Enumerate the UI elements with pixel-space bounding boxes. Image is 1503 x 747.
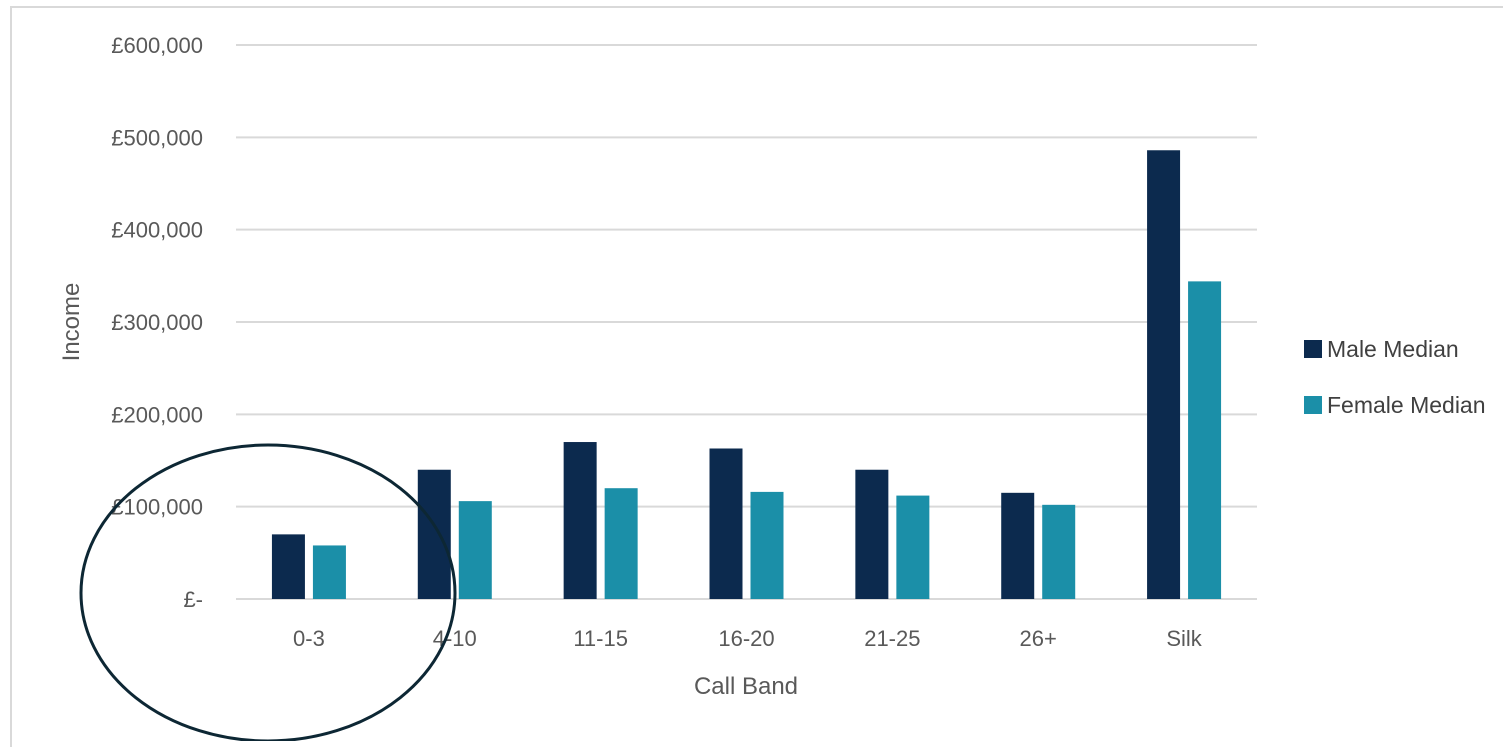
y-tick-label: £- xyxy=(183,587,203,612)
y-tick-labels: £- £100,000 £200,000 £300,000 £400,000 £500,0… xyxy=(111,33,203,612)
x-axis-title: Call Band xyxy=(694,673,798,700)
y-tick-label: £300,000 xyxy=(111,310,203,335)
bar-male-median xyxy=(563,442,597,599)
x-tick-labels: 0-3 4-10 11-15 16-20 21-25 26+ Silk xyxy=(293,626,1203,651)
x-tick-label: 21-25 xyxy=(864,626,920,651)
bar-female-median xyxy=(458,501,492,599)
bars xyxy=(271,150,1222,599)
highlight-ellipse xyxy=(79,443,457,741)
x-tick-label: 11-15 xyxy=(573,626,628,651)
y-axis-title: Income xyxy=(58,283,85,362)
x-tick-label: 4-10 xyxy=(433,626,477,651)
x-tick-label: Silk xyxy=(1166,626,1202,651)
bar-male-median xyxy=(1001,492,1035,599)
y-tick-label: £100,000 xyxy=(111,495,203,520)
bar-male-median xyxy=(855,469,889,599)
grid-lines xyxy=(236,44,1257,600)
x-tick-label: 26+ xyxy=(1020,626,1057,651)
legend-label: Male Median xyxy=(1327,336,1459,362)
legend-label: Female Median xyxy=(1327,392,1486,418)
bar-female-median xyxy=(1188,281,1222,599)
legend-swatch xyxy=(1304,340,1322,358)
y-tick-label: £400,000 xyxy=(111,218,203,243)
chart-frame xyxy=(10,6,1503,747)
bar-male-median xyxy=(271,534,305,599)
y-tick-label: £200,000 xyxy=(111,402,203,427)
bar-female-median xyxy=(1042,504,1076,599)
bar-female-median xyxy=(604,488,638,599)
bar-male-median xyxy=(709,448,743,599)
x-tick-label: 0-3 xyxy=(293,626,325,651)
bar-female-median xyxy=(312,545,346,599)
y-tick-label: £600,000 xyxy=(111,33,203,58)
bar-female-median xyxy=(896,495,930,599)
legend-swatch xyxy=(1304,396,1322,414)
x-tick-label: 16-20 xyxy=(718,626,774,651)
bar-male-median xyxy=(1147,150,1181,599)
y-tick-label: £500,000 xyxy=(111,125,203,150)
bar-female-median xyxy=(750,491,784,599)
legend: Male Median Female Median xyxy=(1304,336,1486,418)
bar-male-median xyxy=(417,469,451,599)
